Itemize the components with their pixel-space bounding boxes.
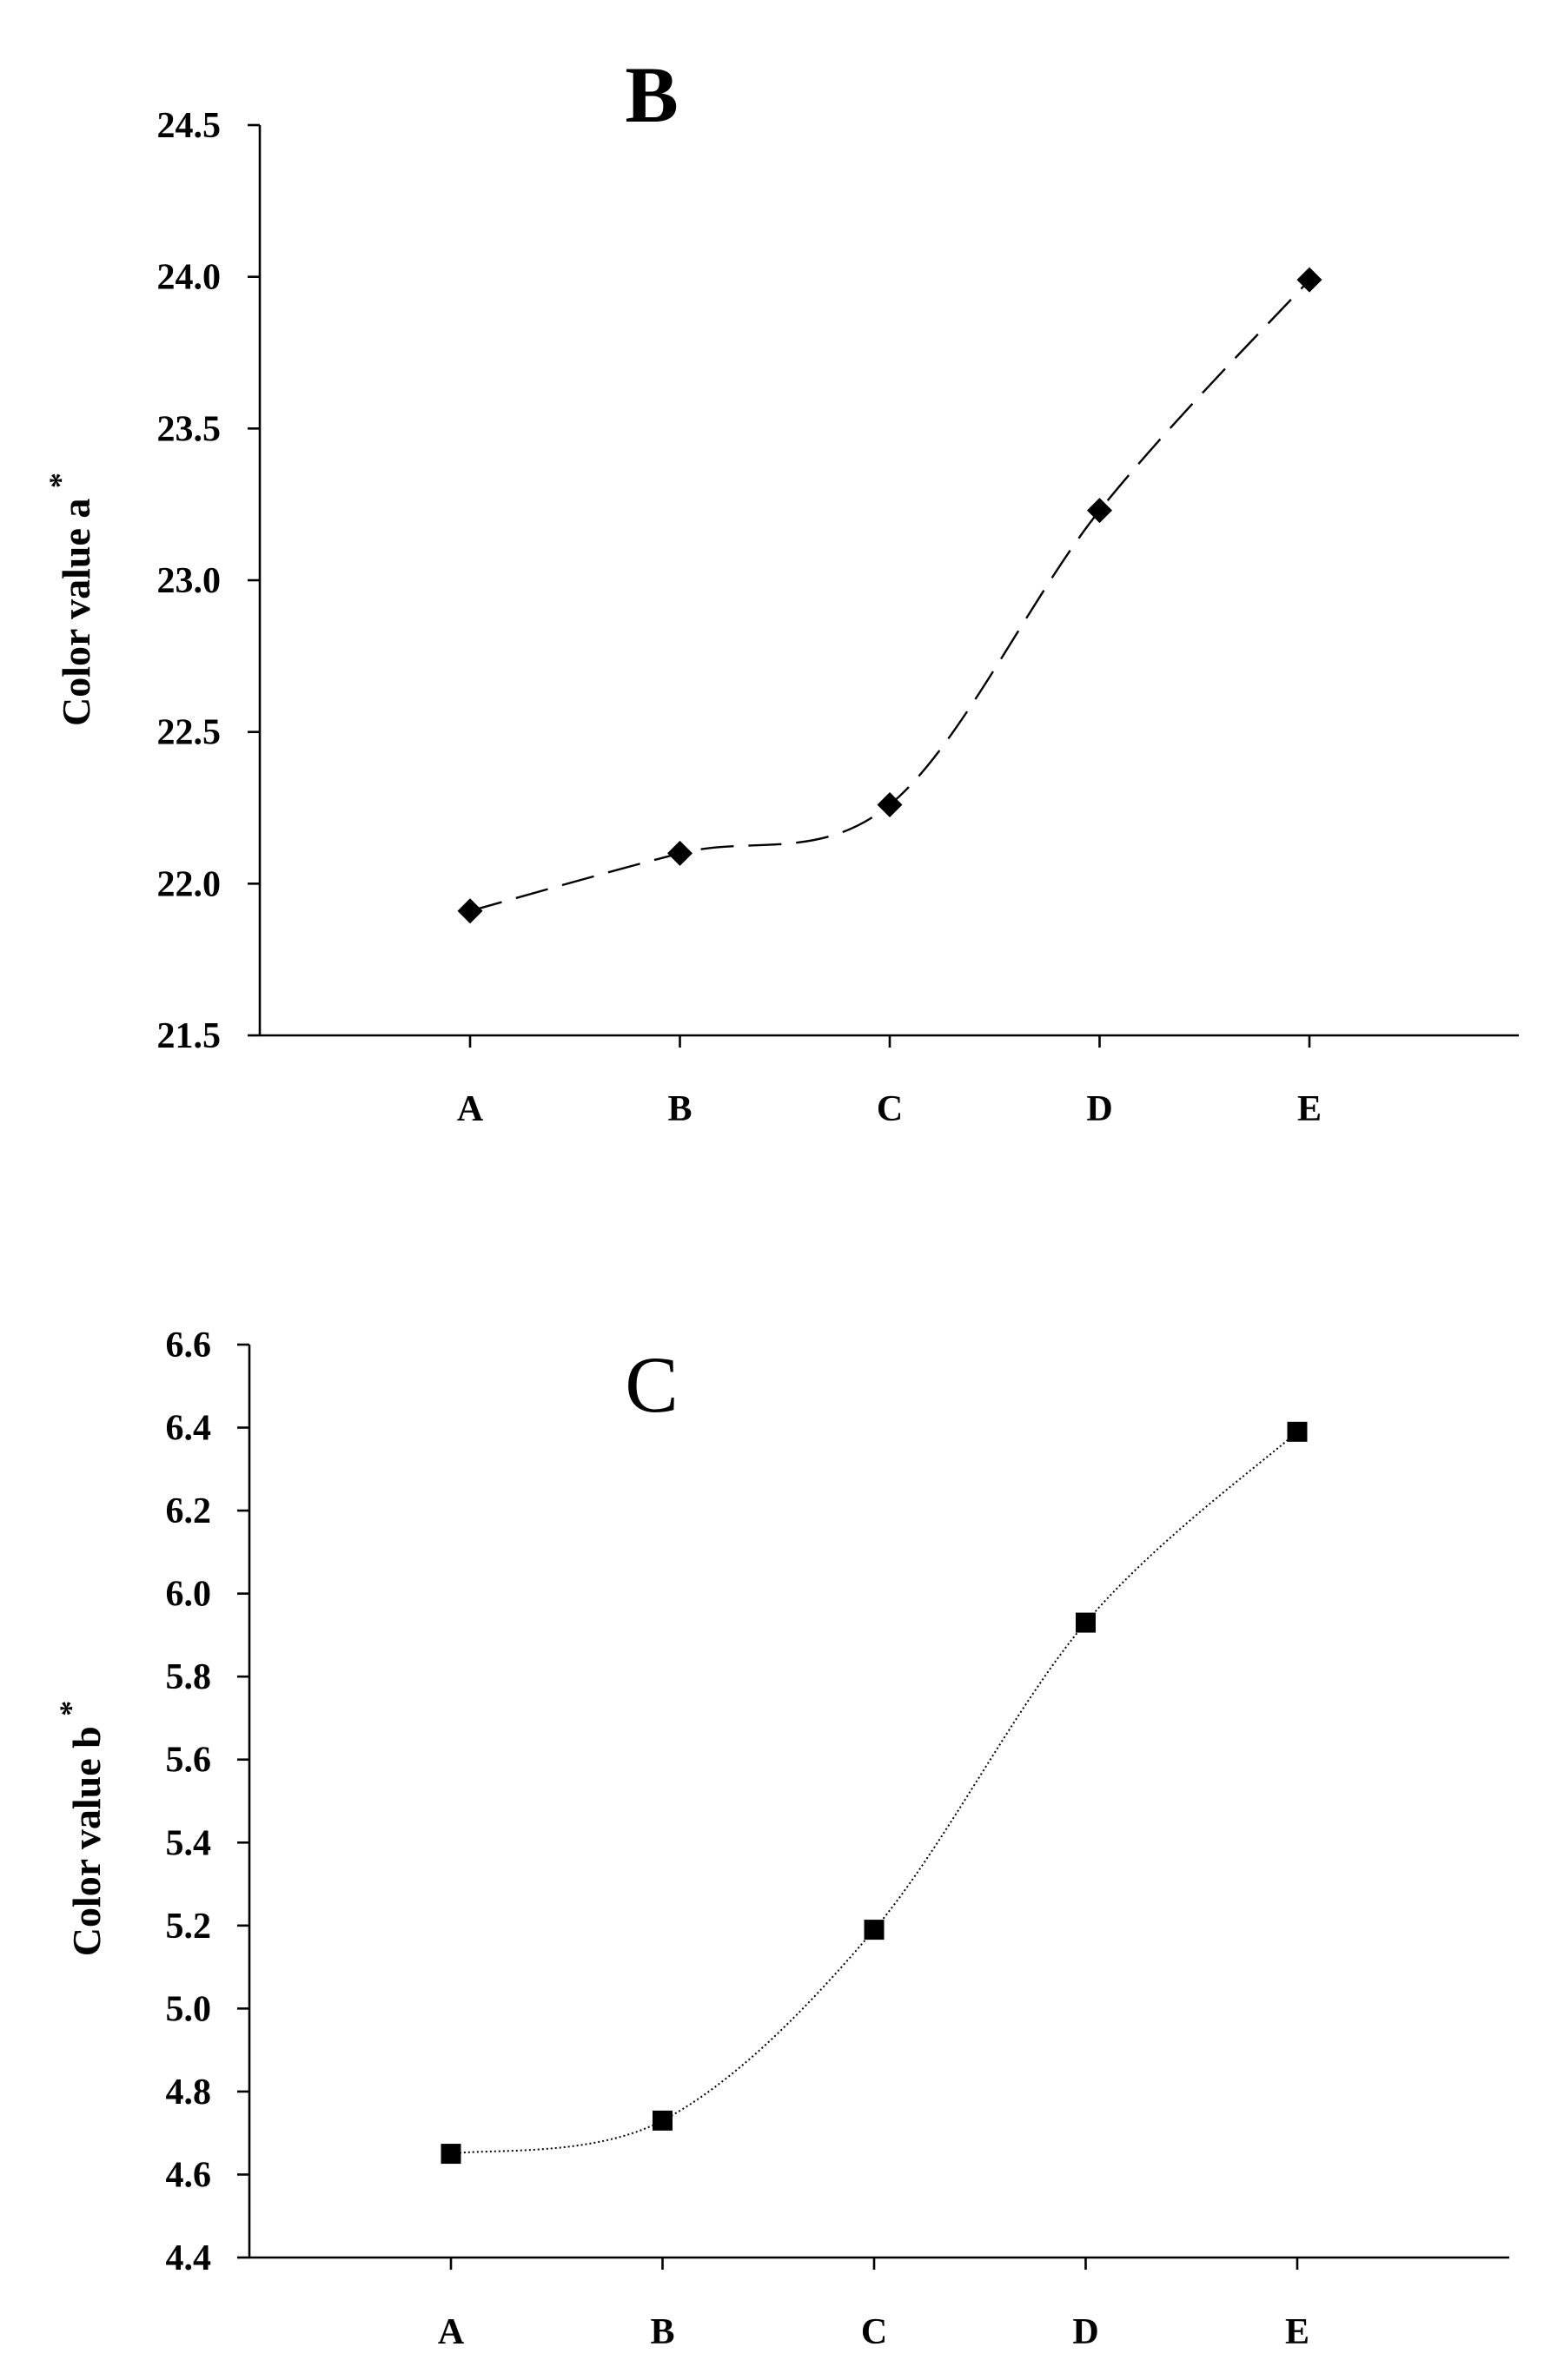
data-point-square	[1076, 1612, 1096, 1633]
y-tick-label: 23.5	[157, 409, 222, 449]
y-tick-label: 22.0	[157, 864, 222, 904]
y-axis-title-superscript: *	[53, 1701, 88, 1716]
x-tick-label: B	[667, 1089, 692, 1129]
x-tick-label: A	[438, 2312, 465, 2352]
y-tick-label: 24.0	[157, 258, 222, 298]
y-tick-label: 6.4	[166, 1409, 212, 1449]
x-tick-label: D	[1072, 2312, 1098, 2352]
data-point-square	[1287, 1421, 1308, 1442]
y-tick-label: 6.6	[166, 1326, 212, 1365]
y-axis-title-superscript: *	[43, 473, 77, 488]
y-axis-title: Color value a *	[43, 473, 98, 726]
y-axis-title-text: Color value a	[54, 499, 98, 726]
data-point-diamond	[1087, 498, 1112, 524]
y-tick-label: 23.0	[157, 561, 222, 601]
data-point-diamond	[457, 898, 483, 924]
y-tick-label: 5.6	[166, 1741, 212, 1781]
data-point-square	[864, 1920, 885, 1940]
y-tick-label: 6.0	[166, 1575, 212, 1615]
y-axis-title-text: Color value b	[64, 1726, 109, 1956]
y-tick-label: 5.2	[166, 1907, 212, 1947]
y-tick-label: 22.5	[157, 713, 222, 753]
series-line	[450, 1431, 1298, 2155]
chart-panel-b: B Color value a * 21.5 22.0 22.5 23.0 23.5 24…	[43, 50, 1519, 1129]
x-tick-label: E	[1285, 2312, 1309, 2352]
panel-label: B	[625, 50, 678, 139]
y-tick-label: 4.8	[166, 2073, 212, 2112]
y-tick-label: 24.5	[157, 106, 222, 146]
y-tick-label: 5.8	[166, 1657, 212, 1697]
y-tick-label: 4.6	[166, 2155, 212, 2195]
chart-panel-c: C Color value b * 4.4 4.6 4.8 5.0 5.2 5.4 5.6 5…	[53, 1326, 1509, 2352]
y-tick-label: 5.0	[166, 1989, 212, 2029]
y-tick-label: 21.5	[157, 1016, 222, 1056]
panel-label: C	[625, 1340, 678, 1429]
x-tick-label: E	[1297, 1089, 1322, 1129]
x-tick-label: B	[650, 2312, 674, 2352]
data-point-square	[441, 2144, 461, 2165]
data-point-square	[653, 2110, 673, 2131]
x-tick-label: C	[861, 2312, 887, 2352]
x-tick-label: D	[1086, 1089, 1112, 1129]
series-line	[469, 279, 1310, 912]
x-tick-label: A	[457, 1089, 484, 1129]
y-tick-label: 6.2	[166, 1491, 212, 1531]
data-point-diamond	[1296, 267, 1322, 293]
y-tick-label: 5.4	[166, 1823, 212, 1863]
data-point-diamond	[667, 840, 693, 866]
y-tick-label: 4.4	[166, 2238, 212, 2278]
y-axis-title: Color value b *	[53, 1701, 109, 1956]
data-point-diamond	[877, 792, 903, 818]
x-tick-label: C	[877, 1089, 903, 1129]
